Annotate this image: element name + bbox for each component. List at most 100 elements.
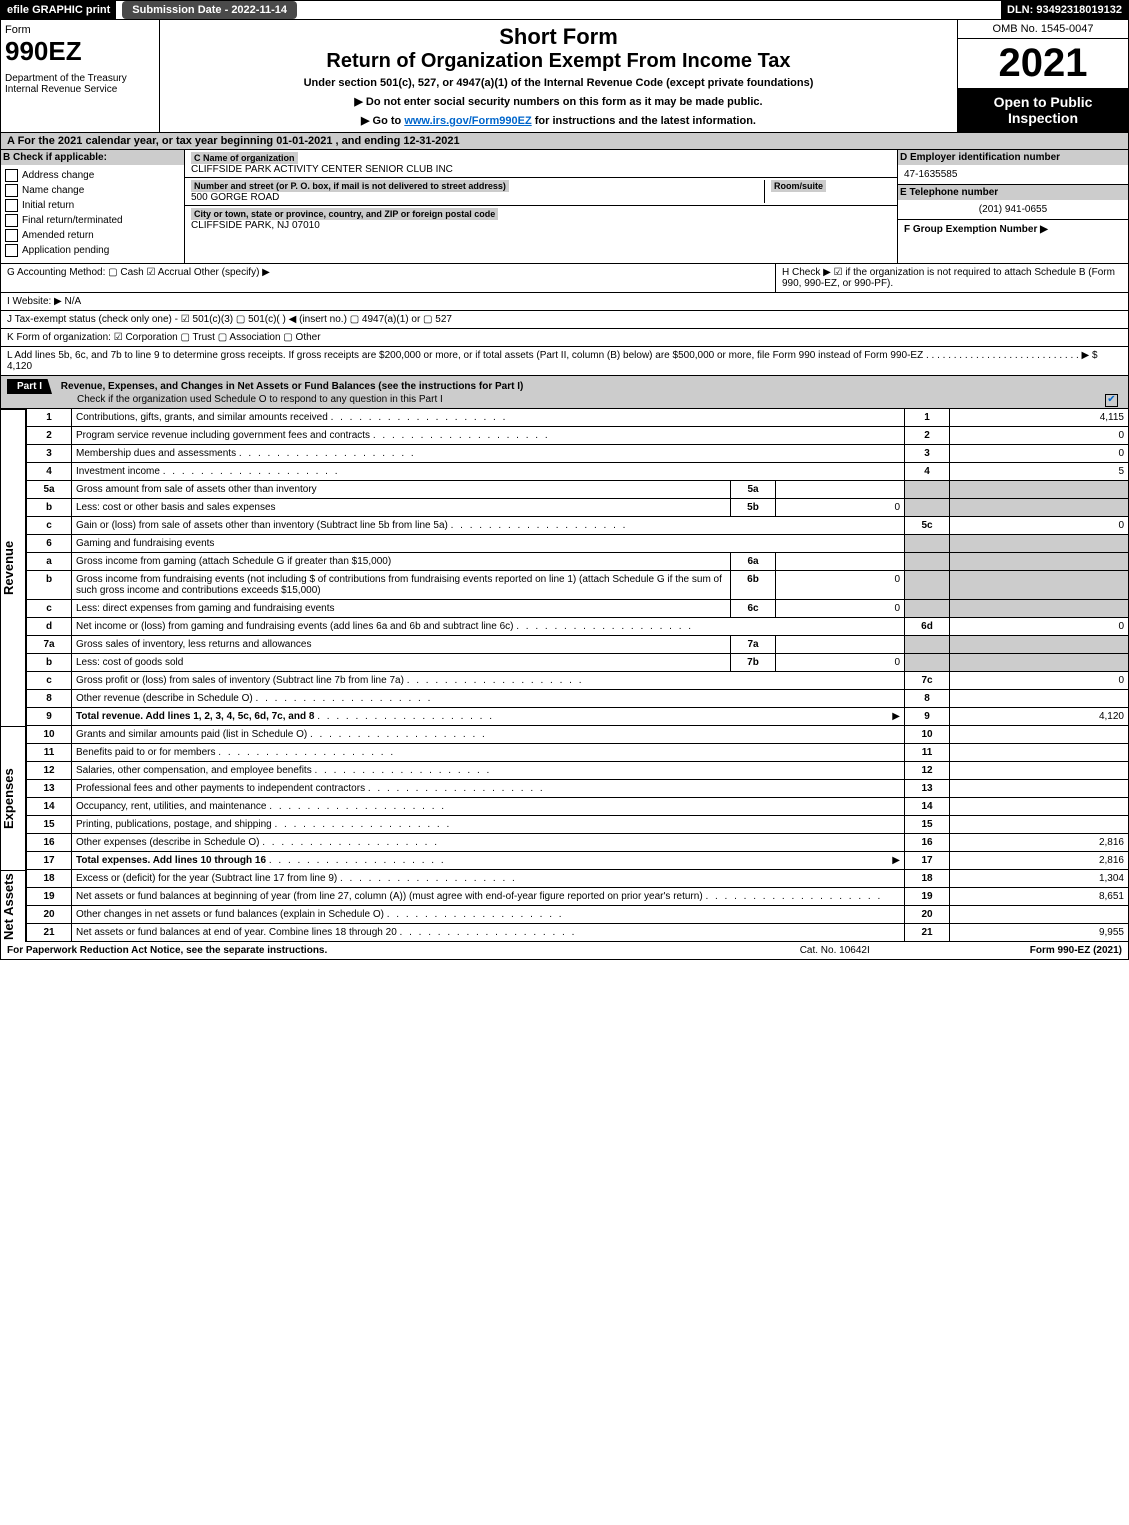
- line-description: Other expenses (describe in Schedule O): [72, 834, 905, 852]
- line-description: Contributions, gifts, grants, and simila…: [72, 409, 905, 427]
- table-row: 14Occupancy, rent, utilities, and mainte…: [27, 798, 1129, 816]
- table-row: bGross income from fundraising events (n…: [27, 571, 1129, 600]
- line-number: b: [27, 571, 72, 600]
- table-row: cGross profit or (loss) from sales of in…: [27, 672, 1129, 690]
- table-row: 13Professional fees and other payments t…: [27, 780, 1129, 798]
- mini-line-value: [776, 553, 905, 571]
- line-ref: 18: [905, 870, 950, 888]
- line-description: Net income or (loss) from gaming and fun…: [72, 618, 905, 636]
- form-label: Form: [5, 24, 155, 36]
- table-row: 1Contributions, gifts, grants, and simil…: [27, 409, 1129, 427]
- line-value: [950, 726, 1129, 744]
- table-row: 12Salaries, other compensation, and empl…: [27, 762, 1129, 780]
- line-number: c: [27, 600, 72, 618]
- row-l-gross-receipts: L Add lines 5b, 6c, and 7b to line 9 to …: [0, 347, 1129, 376]
- line-value: 8,651: [950, 888, 1129, 906]
- part-1-checkbox[interactable]: [1105, 394, 1118, 407]
- line-ref: 2: [905, 427, 950, 445]
- line-description: Printing, publications, postage, and shi…: [72, 816, 905, 834]
- line-number: d: [27, 618, 72, 636]
- line-number: c: [27, 672, 72, 690]
- mini-line-label: 6a: [731, 553, 776, 571]
- line-value: [950, 798, 1129, 816]
- mini-line-value: 0: [776, 499, 905, 517]
- e-label: E Telephone number: [898, 185, 1128, 200]
- line-description: Total expenses. Add lines 10 through 16 …: [72, 852, 905, 870]
- line-number: b: [27, 499, 72, 517]
- line-ref: 11: [905, 744, 950, 762]
- chk-initial-return[interactable]: Initial return: [5, 199, 180, 212]
- table-row: bLess: cost of goods sold7b0: [27, 654, 1129, 672]
- line-number: a: [27, 553, 72, 571]
- table-row: cGain or (loss) from sale of assets othe…: [27, 517, 1129, 535]
- line-ref: 8: [905, 690, 950, 708]
- line-description: Professional fees and other payments to …: [72, 780, 905, 798]
- line-ref: 12: [905, 762, 950, 780]
- chk-amended-return[interactable]: Amended return: [5, 229, 180, 242]
- line-description: Gross income from gaming (attach Schedul…: [72, 553, 731, 571]
- chk-final-return[interactable]: Final return/terminated: [5, 214, 180, 227]
- line-value: 9,955: [950, 924, 1129, 942]
- line-number: b: [27, 654, 72, 672]
- table-row: 21Net assets or fund balances at end of …: [27, 924, 1129, 942]
- header-center: Short Form Return of Organization Exempt…: [160, 20, 957, 132]
- mini-line-value: [776, 481, 905, 499]
- line-ref: 6d: [905, 618, 950, 636]
- table-row: bLess: cost or other basis and sales exp…: [27, 499, 1129, 517]
- ein-value: 47-1635585: [904, 169, 957, 180]
- line-value: 2,816: [950, 834, 1129, 852]
- line-description: Membership dues and assessments: [72, 445, 905, 463]
- efile-label: efile GRAPHIC print: [1, 1, 116, 19]
- netassets-section: Net Assets 18Excess or (deficit) for the…: [0, 870, 1129, 942]
- col-b: B Check if applicable: Address change Na…: [1, 150, 185, 263]
- mini-line-label: 5b: [731, 499, 776, 517]
- line-number: 20: [27, 906, 72, 924]
- line-value: [950, 744, 1129, 762]
- part-1-header: Part I Revenue, Expenses, and Changes in…: [0, 376, 1129, 409]
- form-title: Return of Organization Exempt From Incom…: [164, 50, 953, 73]
- mini-line-label: 7a: [731, 636, 776, 654]
- section-bcdef: B Check if applicable: Address change Na…: [0, 150, 1129, 264]
- line-ref: 1: [905, 409, 950, 427]
- row-g-accounting: G Accounting Method: ▢ Cash ☑ Accrual Ot…: [1, 264, 775, 292]
- col-c: C Name of organization CLIFFSIDE PARK AC…: [185, 150, 897, 263]
- line-value: [950, 906, 1129, 924]
- line-number: 16: [27, 834, 72, 852]
- irs-link[interactable]: www.irs.gov/Form990EZ: [404, 115, 531, 127]
- line-number: 13: [27, 780, 72, 798]
- form-subtitle: Under section 501(c), 527, or 4947(a)(1)…: [164, 77, 953, 89]
- col-def: D Employer identification number 47-1635…: [897, 150, 1128, 263]
- instr2-pre: ▶ Go to: [361, 115, 404, 127]
- line-value: 0: [950, 672, 1129, 690]
- line-description: Program service revenue including govern…: [72, 427, 905, 445]
- line-description: Gross amount from sale of assets other t…: [72, 481, 731, 499]
- line-number: 3: [27, 445, 72, 463]
- line-ref: 7c: [905, 672, 950, 690]
- row-i-website: I Website: ▶ N/A: [0, 293, 1129, 311]
- line-ref: 21: [905, 924, 950, 942]
- line-ref: 10: [905, 726, 950, 744]
- chk-name-change[interactable]: Name change: [5, 184, 180, 197]
- d-label: D Employer identification number: [898, 150, 1128, 165]
- phone-value: (201) 941-0655: [904, 204, 1122, 215]
- line-description: Occupancy, rent, utilities, and maintena…: [72, 798, 905, 816]
- chk-address-change[interactable]: Address change: [5, 169, 180, 182]
- line-description: Gross income from fundraising events (no…: [72, 571, 731, 600]
- footer-left: For Paperwork Reduction Act Notice, see …: [7, 945, 327, 956]
- line-ref: 19: [905, 888, 950, 906]
- line-description: Other revenue (describe in Schedule O): [72, 690, 905, 708]
- line-value: 0: [950, 445, 1129, 463]
- chk-application-pending[interactable]: Application pending: [5, 244, 180, 257]
- org-street: 500 GORGE ROAD: [191, 192, 279, 203]
- mini-line-label: 6c: [731, 600, 776, 618]
- line-description: Investment income: [72, 463, 905, 481]
- mini-line-label: 7b: [731, 654, 776, 672]
- line-number: 7a: [27, 636, 72, 654]
- tax-year: 2021: [958, 39, 1128, 88]
- c-street-label: Number and street (or P. O. box, if mail…: [191, 180, 509, 192]
- instruction-1: ▶ Do not enter social security numbers o…: [164, 95, 953, 108]
- mini-line-value: 0: [776, 654, 905, 672]
- line-ref: 9: [905, 708, 950, 726]
- row-k-org-type: K Form of organization: ☑ Corporation ▢ …: [0, 329, 1129, 347]
- table-row: 5aGross amount from sale of assets other…: [27, 481, 1129, 499]
